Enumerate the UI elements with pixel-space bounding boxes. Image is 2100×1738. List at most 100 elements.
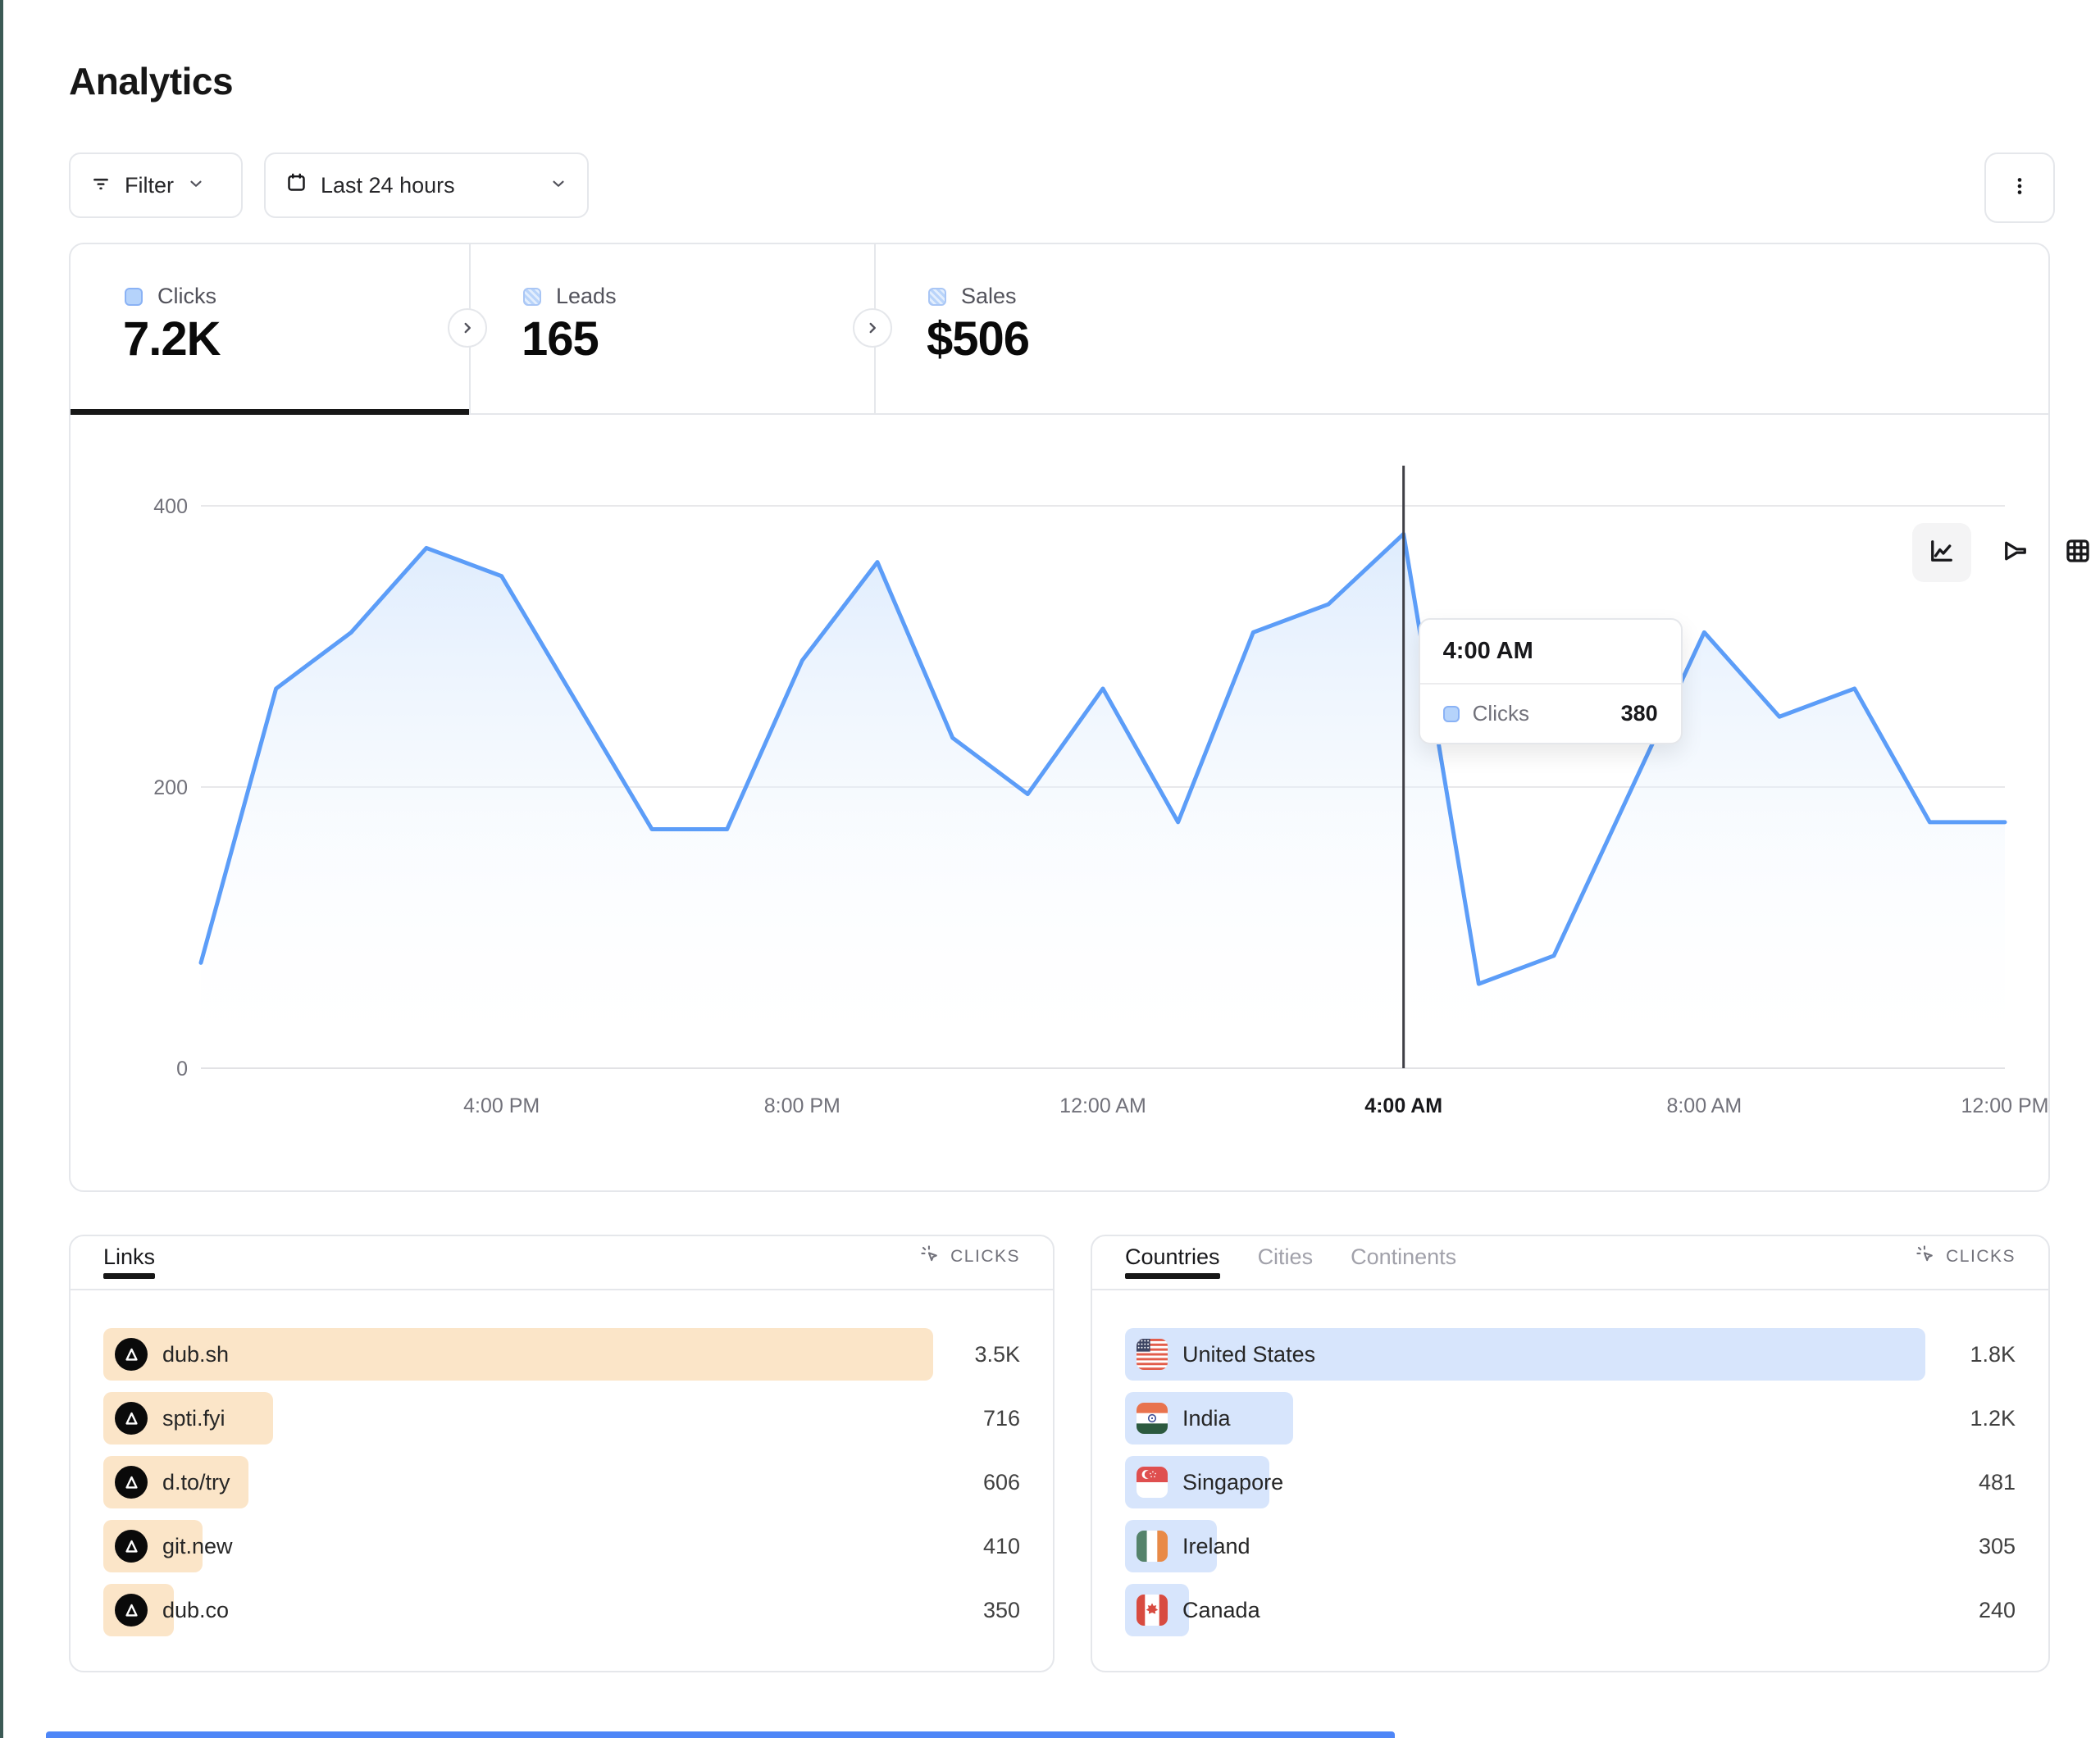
funnel-icon bbox=[2001, 536, 2030, 570]
filter-icon bbox=[90, 172, 112, 199]
cursor-rays-icon bbox=[1915, 1244, 1936, 1270]
list-item-label: Singapore bbox=[1182, 1469, 1284, 1495]
chevron-down-icon bbox=[549, 173, 567, 198]
list-item-value: 410 bbox=[982, 1533, 1020, 1558]
tab-leads[interactable]: Leads 165 bbox=[469, 244, 874, 415]
clicks-legend-square bbox=[1442, 705, 1460, 722]
countries-metric-toggle[interactable]: CLICKS bbox=[1915, 1244, 2016, 1270]
tab-label: Continents bbox=[1351, 1244, 1457, 1269]
list-item[interactable]: d.to/try 606 bbox=[103, 1456, 1020, 1508]
links-panel: Links CLICKS dub.sh 3.5K spti.fyi 716 d.to/t… bbox=[69, 1235, 1055, 1672]
bottom-cutoff-element bbox=[46, 1731, 1395, 1738]
list-item[interactable]: dub.sh 3.5K bbox=[103, 1328, 1020, 1381]
tab-sales[interactable]: Sales $506 bbox=[874, 244, 1383, 415]
list-item-value: 350 bbox=[982, 1597, 1020, 1622]
tab-continents[interactable]: Continents bbox=[1351, 1236, 1456, 1277]
list-item-label: git.new bbox=[162, 1533, 233, 1558]
tab-clicks[interactable]: Clicks 7.2K bbox=[71, 244, 469, 415]
links-metric-toggle[interactable]: CLICKS bbox=[919, 1244, 1020, 1270]
tooltip-value: 380 bbox=[1620, 701, 1658, 726]
tab-label: Countries bbox=[1125, 1244, 1220, 1269]
stat-label: Sales bbox=[961, 284, 1017, 308]
leads-legend-square bbox=[523, 287, 541, 306]
links-metric-label: CLICKS bbox=[950, 1247, 1020, 1266]
list-item[interactable]: git.new 410 bbox=[103, 1520, 1020, 1572]
line-chart-toggle-button[interactable] bbox=[1912, 523, 1971, 582]
list-item[interactable]: Ireland 305 bbox=[1125, 1520, 2016, 1572]
list-item[interactable]: United States 1.8K bbox=[1125, 1328, 2016, 1381]
ca-flag-icon bbox=[1137, 1595, 1168, 1626]
list-item-label: Ireland bbox=[1182, 1533, 1250, 1558]
in-flag-icon bbox=[1137, 1403, 1168, 1434]
tab-links-label: Links bbox=[103, 1244, 156, 1269]
chevron-down-icon bbox=[187, 173, 205, 198]
list-item-label: Canada bbox=[1182, 1597, 1260, 1622]
dub-logo-icon bbox=[115, 1466, 148, 1499]
stat-value: 165 bbox=[522, 312, 599, 366]
expand-leads-chevron-button[interactable] bbox=[853, 308, 892, 348]
list-item-value: 305 bbox=[1978, 1533, 2016, 1558]
page-title: Analytics bbox=[69, 60, 234, 102]
list-item-value: 716 bbox=[982, 1405, 1020, 1431]
countries-panel-header: Countries Cities Continents CLICKS bbox=[1092, 1236, 2048, 1290]
date-range-label: Last 24 hours bbox=[321, 172, 455, 198]
active-tab-underline bbox=[71, 409, 469, 415]
filter-button-label: Filter bbox=[125, 172, 174, 198]
dub-logo-icon bbox=[115, 1530, 148, 1563]
filter-button[interactable]: Filter bbox=[69, 152, 243, 218]
list-item-label: United States bbox=[1182, 1341, 1316, 1367]
stats-tab-row: Clicks 7.2K Leads 165 Sales $506 bbox=[71, 244, 2048, 415]
stat-label: Clicks bbox=[157, 284, 216, 308]
tooltip-series-label: Clicks bbox=[1472, 701, 1529, 726]
sg-flag-icon bbox=[1137, 1467, 1168, 1498]
tab-label: Cities bbox=[1257, 1244, 1314, 1269]
list-item[interactable]: Canada 240 bbox=[1125, 1584, 2016, 1636]
list-item[interactable]: dub.co 350 bbox=[103, 1584, 1020, 1636]
dub-logo-icon bbox=[115, 1594, 148, 1627]
list-item-label: dub.sh bbox=[162, 1341, 230, 1367]
more-options-button[interactable] bbox=[1984, 152, 2055, 223]
dub-logo-icon bbox=[115, 1402, 148, 1435]
analytics-card: Clicks 7.2K Leads 165 Sales $506 bbox=[69, 243, 2089, 1192]
table-grid-icon bbox=[2063, 536, 2093, 570]
cursor-rays-icon bbox=[919, 1244, 941, 1270]
list-item-label: d.to/try bbox=[162, 1469, 230, 1495]
tab-links[interactable]: Links bbox=[103, 1236, 156, 1279]
tab-countries[interactable]: Countries bbox=[1125, 1236, 1220, 1279]
us-flag-icon bbox=[1137, 1339, 1168, 1370]
list-item-value: 1.2K bbox=[1970, 1405, 2016, 1431]
stat-value: $506 bbox=[927, 312, 1030, 366]
list-item-value: 606 bbox=[982, 1469, 1020, 1495]
expand-clicks-chevron-button[interactable] bbox=[448, 308, 487, 348]
clicks-legend-square bbox=[125, 287, 143, 306]
tooltip-time: 4:00 AM bbox=[1419, 620, 1681, 685]
calendar-icon bbox=[285, 171, 307, 199]
links-list: dub.sh 3.5K spti.fyi 716 d.to/try 606 git.new 4… bbox=[103, 1328, 1020, 1636]
list-item[interactable]: Singapore 481 bbox=[1125, 1456, 2016, 1508]
ie-flag-icon bbox=[1137, 1531, 1168, 1562]
table-toggle-button[interactable] bbox=[2048, 523, 2100, 582]
links-panel-header: Links CLICKS bbox=[71, 1236, 1053, 1290]
list-item-value: 481 bbox=[1978, 1469, 2016, 1495]
date-range-button[interactable]: Last 24 hours bbox=[264, 152, 589, 218]
dub-logo-icon bbox=[115, 1338, 148, 1371]
chart-tooltip: 4:00 AM Clicks 380 bbox=[1418, 618, 1683, 744]
list-item-value: 3.5K bbox=[974, 1341, 1020, 1367]
funnel-chart-toggle-button[interactable] bbox=[1986, 523, 2045, 582]
value-bar bbox=[1125, 1328, 1925, 1381]
window-left-edge bbox=[0, 0, 3, 1738]
list-item[interactable]: spti.fyi 716 bbox=[103, 1392, 1020, 1445]
countries-panel: Countries Cities Continents CLICKS United … bbox=[1091, 1235, 2050, 1672]
list-item-value: 1.8K bbox=[1970, 1341, 2016, 1367]
countries-metric-label: CLICKS bbox=[1946, 1247, 2016, 1266]
list-item-label: India bbox=[1182, 1405, 1231, 1431]
kebab-icon bbox=[2008, 175, 2031, 202]
value-bar bbox=[103, 1328, 933, 1381]
list-item-value: 240 bbox=[1978, 1597, 2016, 1622]
sales-legend-square bbox=[928, 287, 946, 306]
list-item-label: dub.co bbox=[162, 1597, 230, 1622]
stat-value: 7.2K bbox=[123, 312, 221, 366]
list-item-label: spti.fyi bbox=[162, 1405, 225, 1431]
list-item[interactable]: India 1.2K bbox=[1125, 1392, 2016, 1445]
tab-cities[interactable]: Cities bbox=[1258, 1236, 1314, 1277]
